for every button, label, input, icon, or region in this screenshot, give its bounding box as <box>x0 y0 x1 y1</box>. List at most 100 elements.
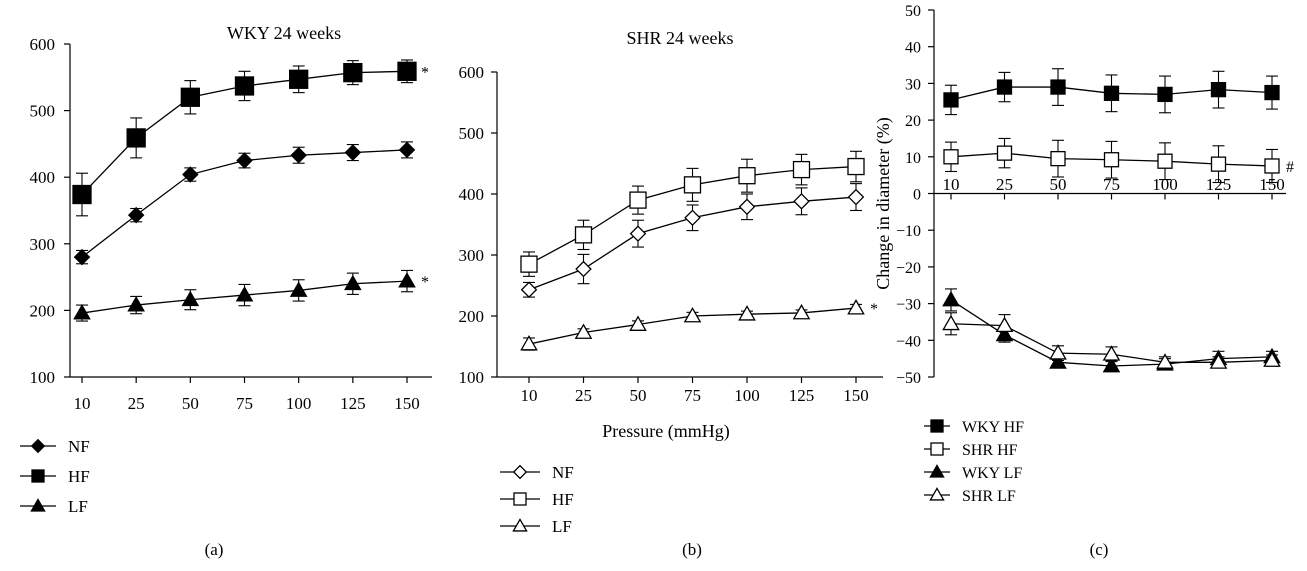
y-tick-label: 100 <box>459 368 485 387</box>
data-point <box>574 226 593 244</box>
data-point <box>73 248 91 266</box>
y-tick-label: 400 <box>30 168 56 187</box>
data-point <box>1264 84 1280 101</box>
y-tick-label: 400 <box>459 185 485 204</box>
data-point <box>72 184 92 205</box>
data-point <box>683 176 702 194</box>
panel-label: (b) <box>682 540 702 559</box>
data-point <box>289 69 309 89</box>
legend-marker <box>30 438 46 454</box>
legend-label: LF <box>552 517 572 536</box>
y-tick-label: 500 <box>459 124 485 143</box>
data-point <box>1049 353 1067 369</box>
data-point <box>520 255 538 273</box>
y-tick-label: 300 <box>459 246 485 265</box>
data-point <box>1102 345 1121 361</box>
data-point <box>1157 86 1173 103</box>
y-tick-label: 600 <box>459 63 485 82</box>
y-tick-label: 30 <box>905 76 921 93</box>
x-tick-label: 150 <box>1259 175 1285 194</box>
x-tick-label: 10 <box>521 386 538 405</box>
data-point <box>1050 150 1066 167</box>
data-point <box>1210 156 1227 172</box>
data-point <box>1049 344 1067 360</box>
legend-label: NF <box>552 463 574 482</box>
y-tick-label: −50 <box>896 370 921 387</box>
x-tick-label: 50 <box>182 394 199 413</box>
data-point <box>792 303 811 320</box>
y-tick-label: −30 <box>896 297 921 314</box>
data-point <box>234 76 255 96</box>
data-point <box>236 152 253 169</box>
data-point <box>1102 356 1121 373</box>
data-point <box>942 290 960 307</box>
data-point <box>1264 158 1280 174</box>
data-point <box>574 323 593 339</box>
significance-mark: * <box>421 274 429 291</box>
data-point <box>575 260 592 278</box>
data-point <box>398 272 416 288</box>
significance-mark: # <box>1286 159 1294 176</box>
legend-marker <box>929 487 945 501</box>
legend-marker <box>512 518 528 532</box>
data-point <box>126 128 146 148</box>
data-point <box>629 315 647 331</box>
x-tick-label: 25 <box>996 175 1013 194</box>
y-tick-label: 600 <box>30 35 56 54</box>
x-tick-label: 125 <box>1206 175 1232 194</box>
legend-marker <box>512 464 528 480</box>
y-tick-label: 0 <box>913 187 921 204</box>
data-point <box>943 149 959 165</box>
x-tick-label: 75 <box>236 394 253 413</box>
chart-title: WKY 24 weeks <box>227 23 341 43</box>
data-point <box>684 209 701 227</box>
y-tick-label: 200 <box>459 307 485 326</box>
data-point <box>1210 81 1227 98</box>
panel-label: (c) <box>1090 540 1109 559</box>
data-point <box>738 167 756 185</box>
legend-marker <box>930 442 944 456</box>
legend-marker <box>930 419 944 433</box>
data-point <box>290 146 307 164</box>
data-point <box>1156 353 1174 369</box>
y-axis-label: Change in diameter (%) <box>873 117 894 289</box>
legend-label: WKY HF <box>962 419 1024 436</box>
y-tick-label: 300 <box>30 235 56 254</box>
x-tick-label: 75 <box>684 386 701 405</box>
data-point <box>847 188 865 206</box>
x-tick-label: 100 <box>734 386 760 405</box>
data-point <box>398 141 416 159</box>
data-point <box>127 296 145 312</box>
y-tick-label: −10 <box>896 223 921 240</box>
data-point <box>847 157 865 176</box>
data-point <box>344 274 362 291</box>
y-tick-label: 40 <box>905 40 921 57</box>
legend-marker <box>30 498 46 512</box>
data-point <box>995 316 1014 333</box>
panel-label: (a) <box>205 540 224 559</box>
x-tick-label: 25 <box>128 394 145 413</box>
y-tick-label: 20 <box>905 113 921 130</box>
legend-marker <box>929 464 945 478</box>
data-point <box>792 160 811 179</box>
data-point <box>289 281 308 297</box>
x-tick-label: 25 <box>575 386 592 405</box>
data-point <box>344 144 362 161</box>
legend-label: WKY LF <box>962 465 1022 482</box>
x-tick-label: 125 <box>340 394 366 413</box>
legend-label: SHR LF <box>962 488 1016 505</box>
data-point <box>73 304 91 320</box>
y-tick-label: −40 <box>896 333 921 350</box>
data-point <box>629 225 647 242</box>
y-tick-label: 500 <box>30 102 56 121</box>
x-tick-label: 125 <box>789 386 815 405</box>
significance-mark: * <box>421 64 429 81</box>
y-tick-label: 100 <box>30 368 56 387</box>
data-point <box>180 87 200 107</box>
data-point <box>996 79 1013 95</box>
legend-label: HF <box>68 467 90 486</box>
data-point <box>520 335 538 351</box>
legend-label: LF <box>68 497 88 516</box>
data-point <box>1209 353 1228 369</box>
